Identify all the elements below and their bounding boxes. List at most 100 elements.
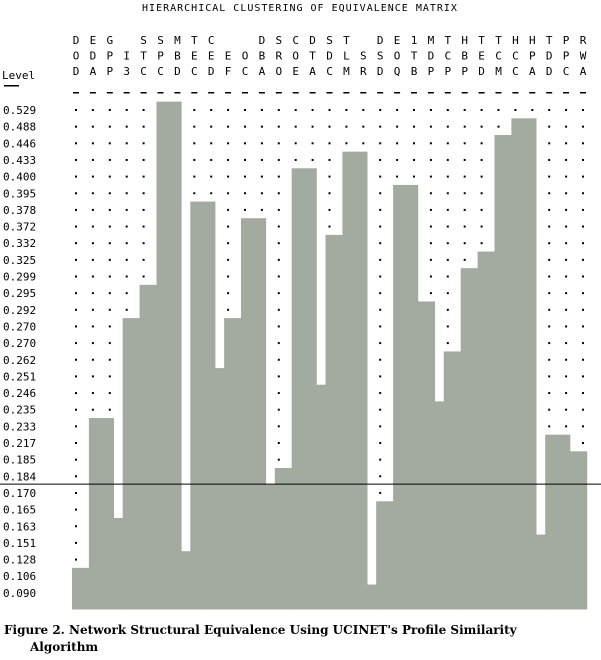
grid-dot xyxy=(548,408,551,411)
grid-dot xyxy=(582,308,584,311)
grid-dot xyxy=(75,525,77,528)
grid-dot xyxy=(75,192,77,195)
grid-dot xyxy=(75,175,77,178)
column-code-2-2: D xyxy=(90,50,97,63)
grid-dot xyxy=(582,292,584,295)
column-code-1-3: D xyxy=(73,65,80,78)
grid-dot xyxy=(294,158,297,161)
grid-dot xyxy=(480,242,483,245)
grid-dot xyxy=(480,175,483,178)
grid-dot xyxy=(91,258,94,261)
grid-dot xyxy=(582,442,584,444)
grid-dot xyxy=(429,125,432,128)
grid-dot xyxy=(565,358,568,361)
column-code-3-1: G xyxy=(106,34,113,47)
grid-dot xyxy=(582,258,584,261)
grid-dot xyxy=(227,208,230,211)
grid-dot xyxy=(446,208,449,211)
column-code-5-2: T xyxy=(140,50,147,63)
level-label: 0.163 xyxy=(3,520,36,533)
grid-dot xyxy=(108,242,111,245)
grid-dot xyxy=(379,375,382,378)
grid-dot xyxy=(582,192,584,195)
grid-dot xyxy=(277,192,280,195)
grid-dot xyxy=(227,109,230,111)
grid-dot xyxy=(91,408,94,411)
header-dash xyxy=(258,92,265,94)
column-code-19-3: D xyxy=(377,65,384,78)
grid-dot xyxy=(328,125,331,128)
header-dash xyxy=(275,92,282,94)
grid-dot xyxy=(362,109,365,111)
grid-dot xyxy=(125,225,128,228)
grid-dot xyxy=(548,342,551,345)
grid-dot xyxy=(210,158,213,161)
grid-dot xyxy=(277,375,280,378)
column-code-14-3: E xyxy=(292,65,299,78)
column-code-25-1: T xyxy=(478,34,485,47)
grid-dot xyxy=(142,242,145,245)
column-code-20-1: E xyxy=(394,34,401,47)
grid-dot xyxy=(446,175,449,178)
grid-dot xyxy=(446,192,449,195)
grid-dot xyxy=(91,308,94,311)
grid-dot xyxy=(446,325,449,328)
grid-dot xyxy=(227,158,230,161)
header-dash xyxy=(242,92,248,94)
grid-dot xyxy=(379,158,382,161)
grid-dot xyxy=(413,142,415,145)
column-code-24-2: B xyxy=(461,50,468,63)
grid-dot xyxy=(548,208,551,211)
grid-dot xyxy=(565,242,568,245)
grid-dot xyxy=(379,109,382,111)
grid-dot xyxy=(548,325,551,328)
column-code-16-1: S xyxy=(326,34,333,47)
grid-dot xyxy=(244,125,246,128)
grid-dot xyxy=(582,158,584,161)
grid-dot xyxy=(565,225,568,228)
column-code-6-3: C xyxy=(157,65,164,78)
grid-dot xyxy=(565,275,568,278)
grid-dot xyxy=(277,442,280,444)
column-code-16-3: C xyxy=(326,65,333,78)
column-code-1-1: D xyxy=(73,34,80,47)
grid-dot xyxy=(565,158,568,161)
level-label: 0.372 xyxy=(3,221,36,234)
column-code-17-1: T xyxy=(343,34,350,47)
grid-dot xyxy=(548,375,551,378)
grid-dot xyxy=(446,158,449,161)
grid-dot xyxy=(565,292,568,295)
column-code-10-2: E xyxy=(225,50,232,63)
level-label: 0.235 xyxy=(3,404,36,417)
level-label: 0.251 xyxy=(3,370,36,383)
grid-dot xyxy=(565,208,568,211)
grid-dot xyxy=(565,375,568,378)
column-code-25-3: D xyxy=(478,65,485,78)
grid-dot xyxy=(244,109,246,111)
level-label: 0.165 xyxy=(3,504,36,517)
column-code-27-3: C xyxy=(512,65,519,78)
column-code-19-1: D xyxy=(377,34,384,47)
level-label: 0.233 xyxy=(3,420,36,433)
grid-dot xyxy=(463,175,466,178)
column-code-9-1: C xyxy=(208,34,215,47)
caption-line-1: Network Structural Equivalence Using UCI… xyxy=(69,623,517,637)
grid-dot xyxy=(429,109,432,111)
column-code-3-3: P xyxy=(106,65,113,78)
grid-dot xyxy=(294,109,297,111)
grid-dot xyxy=(277,242,280,245)
grid-dot xyxy=(108,175,111,178)
grid-dot xyxy=(480,208,483,211)
grid-dot xyxy=(108,125,111,128)
level-label: 0.299 xyxy=(3,271,36,284)
grid-dot xyxy=(108,375,111,378)
grid-dot xyxy=(582,142,584,145)
dendrogram-chart: HIERARCHICAL CLUSTERING OF EQUIVALENCE M… xyxy=(0,3,601,610)
grid-dot xyxy=(379,142,382,145)
header-dash xyxy=(461,92,468,94)
header-dash xyxy=(394,92,401,94)
grid-dot xyxy=(565,175,568,178)
grid-dot xyxy=(75,408,77,411)
column-code-16-2: D xyxy=(326,50,333,63)
column-code-23-1: T xyxy=(444,34,451,47)
